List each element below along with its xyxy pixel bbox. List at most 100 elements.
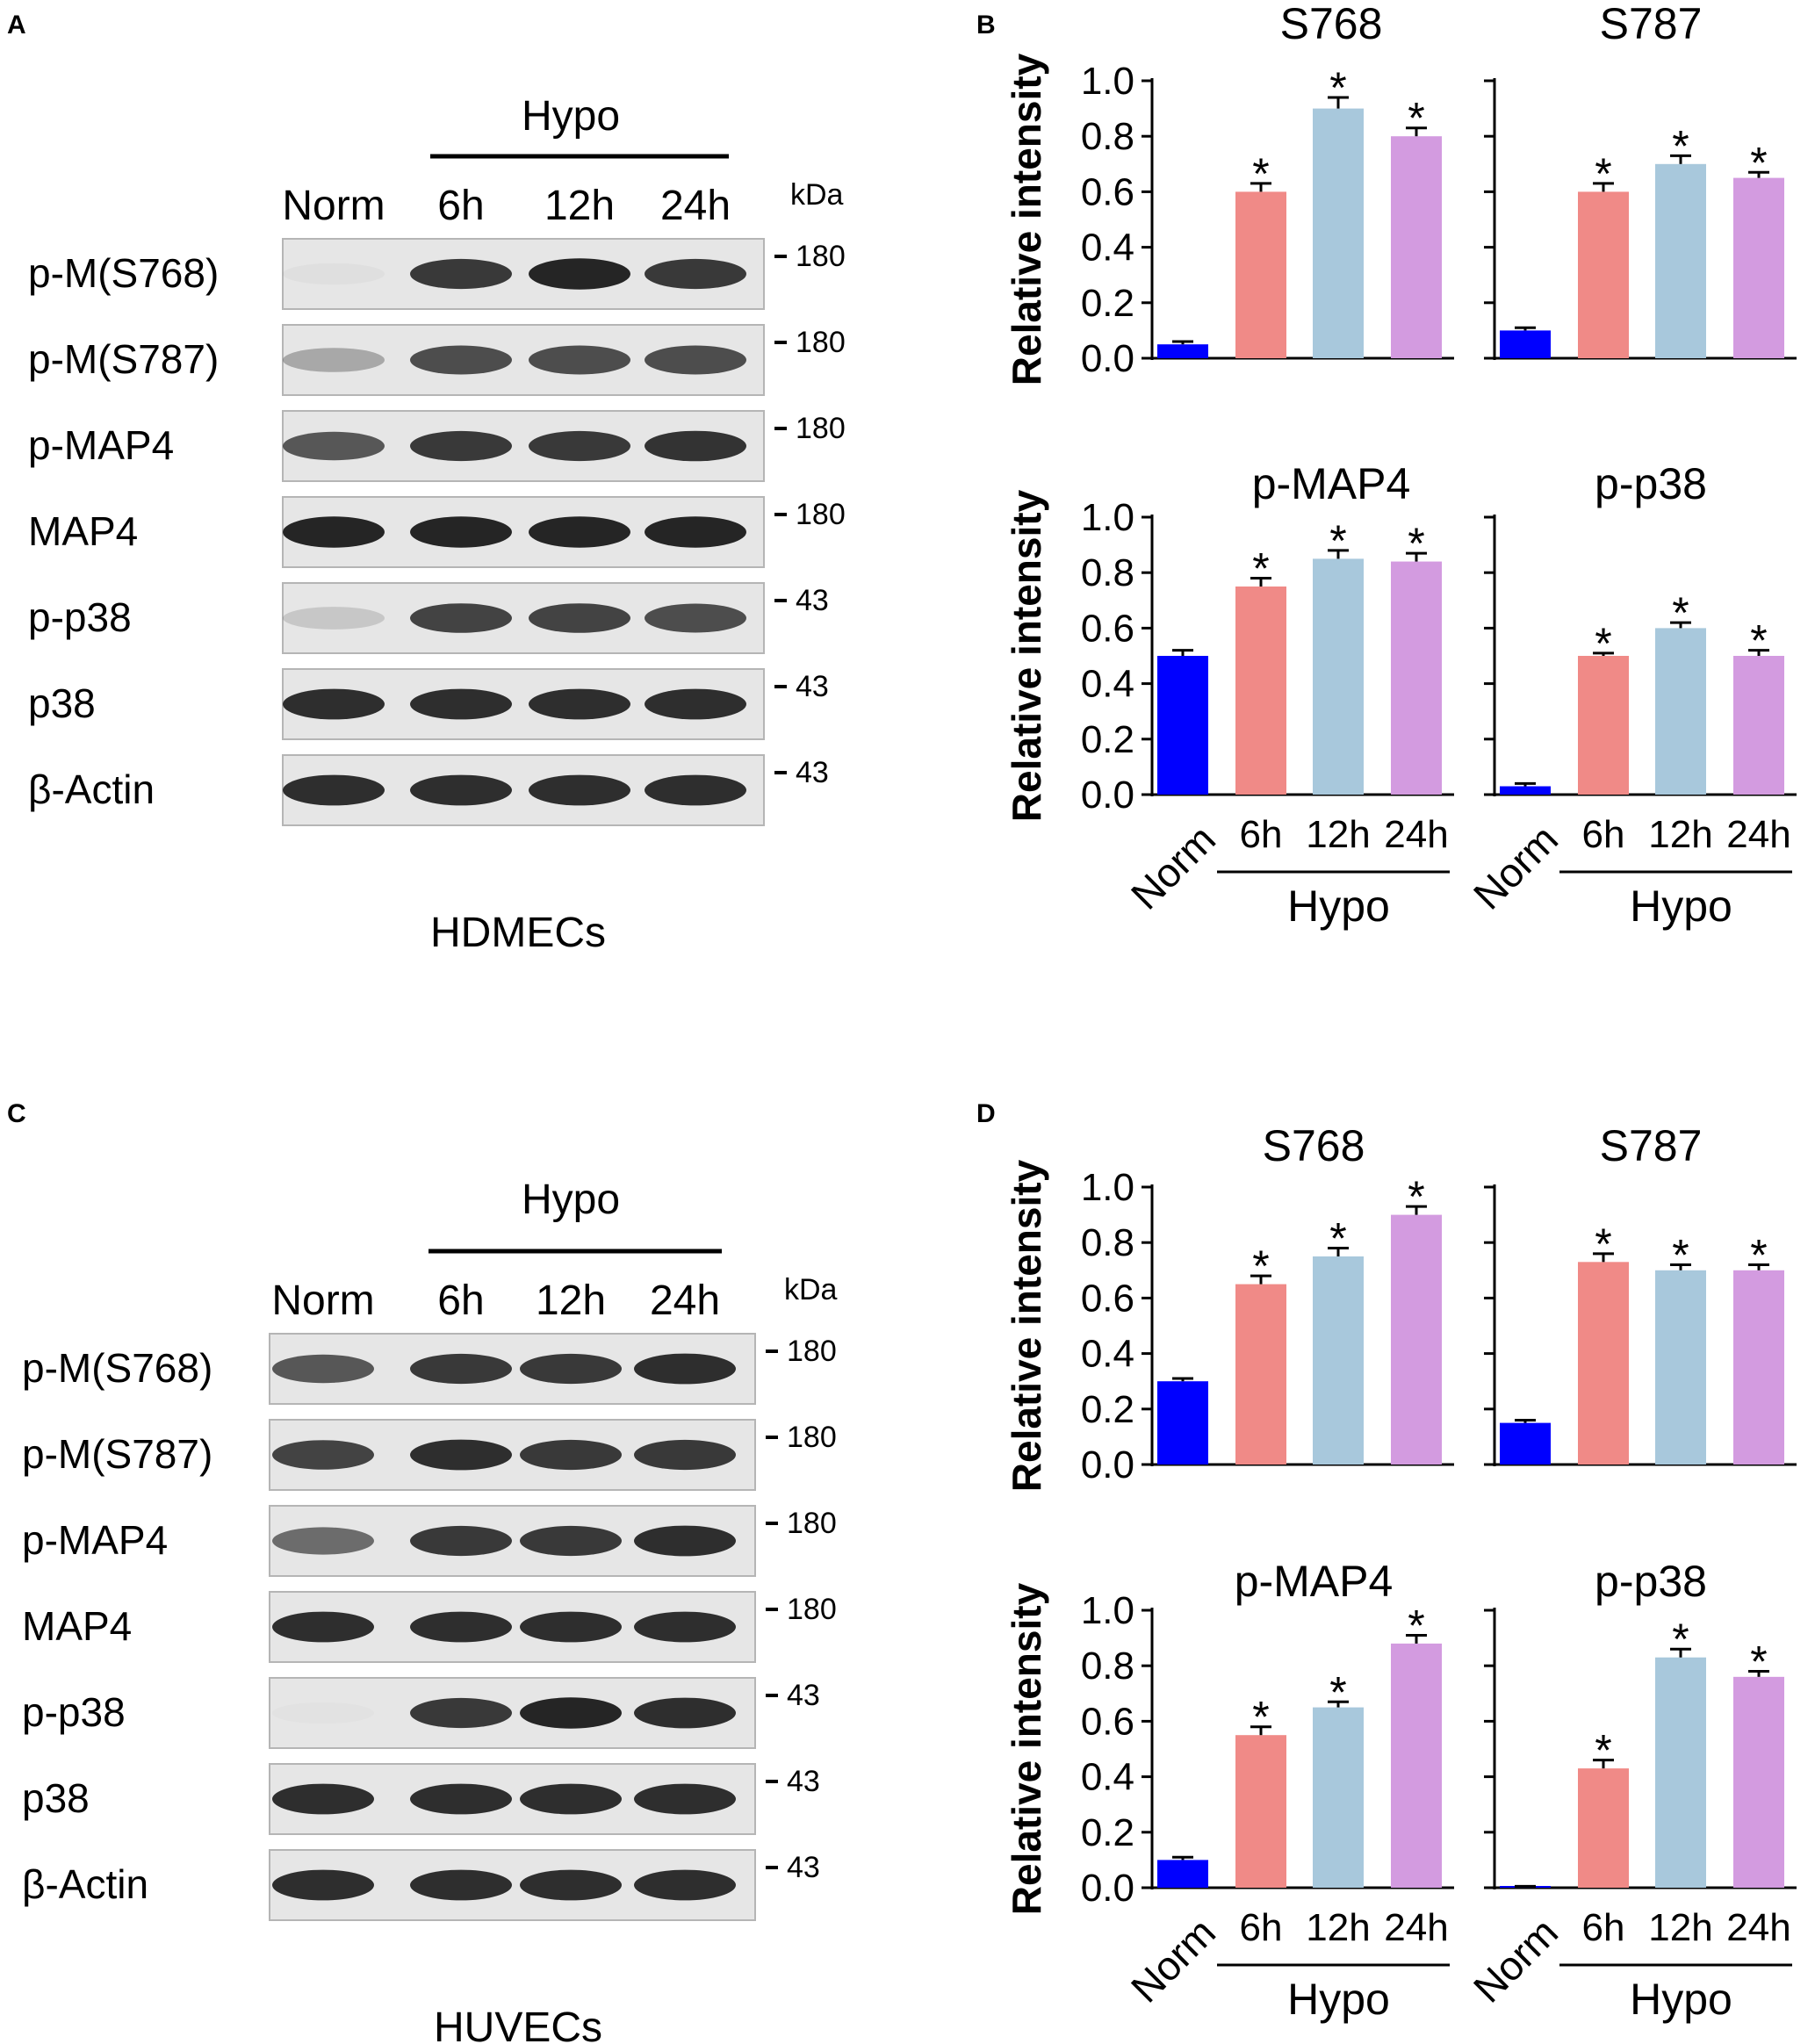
y-tick-label: 1.0 [1081,1589,1134,1632]
significance-marker: * [1408,1172,1424,1221]
blot-unit-label: kDa [790,178,844,212]
blot-row-label: p-p38 [28,594,132,640]
bar [1733,656,1784,795]
group-label: Hypo [1287,1975,1390,2024]
chart-b-s787: S787 * * * [1484,0,1797,360]
y-tick-label: 0.8 [1081,115,1134,158]
y-tick-label: 0.6 [1081,1700,1134,1743]
bar [1500,330,1551,358]
blot-row-label: p-p38 [22,1689,126,1735]
bar [1391,561,1442,795]
significance-marker: * [1672,1615,1689,1664]
blot-band [410,345,512,375]
blot-band [410,1439,512,1471]
significance-marker: * [1750,616,1767,666]
panel-label-d: D [976,1099,996,1128]
significance-marker: * [1672,588,1689,637]
blot-band [529,688,630,720]
x-tick-label: 12h [1648,1906,1712,1949]
blot-row: p-M(S768) 180 [22,1333,837,1405]
y-axis-label: Relative intensity [1004,489,1049,822]
bar [1733,177,1784,358]
blot-band [645,430,746,462]
blot-band [272,1527,374,1555]
blot-lane-label: 12h [536,1278,606,1324]
blot-marker-label: 180 [787,1507,837,1540]
blot-band [410,430,512,462]
x-tick-label: 24h [1726,1906,1790,1949]
blot-marker-label: 180 [787,1421,837,1454]
blot-row-label: β-Actin [28,766,155,812]
group-label: Hypo [1630,1975,1732,2024]
blot-lane-label: 6h [437,1278,484,1324]
blot-marker-label: 180 [796,326,846,359]
blot-band [634,1783,736,1815]
chart-title: p-MAP4 [1252,459,1411,508]
x-tick-label: 6h [1582,1906,1625,1949]
blot-band [283,263,385,284]
y-tick-label: 0.2 [1081,282,1134,325]
significance-marker: * [1750,1230,1767,1279]
x-tick-label: 6h [1240,813,1283,856]
blot-band [520,1869,622,1901]
significance-marker: * [1329,516,1346,565]
x-tick-label: 24h [1726,813,1790,856]
blot-band [272,1354,374,1384]
bar [1655,628,1706,795]
bar [1391,1214,1442,1465]
blot-band [272,1783,374,1815]
blot-marker-label: 180 [796,498,846,531]
blot-band [520,1525,622,1557]
blot-group-label: Hypo [522,1177,620,1223]
blot-row: p-M(S787) 180 [22,1419,837,1491]
blot-band [283,431,385,461]
blot-band [283,607,385,630]
blot-band [529,774,630,806]
y-tick-label: 0.0 [1081,1867,1134,1910]
chart-title: S787 [1600,1121,1703,1170]
blot-row: p-M(S787) 180 [28,324,846,396]
chart-b-p-p38: p-p38 * * * Norm 6h 12h 24h Hypo [1465,459,1797,931]
y-tick-label: 0.2 [1081,1388,1134,1431]
blot-row-label: p-MAP4 [28,422,174,468]
blot-marker-label: 43 [796,670,829,703]
y-tick-label: 0.6 [1081,170,1134,213]
x-tick-label: 24h [1384,813,1448,856]
blot-band [410,1697,512,1729]
y-tick-label: 0.0 [1081,1443,1134,1486]
bar [1157,1860,1208,1888]
blot-row: p-p38 43 [22,1677,820,1749]
blot-marker-label: 180 [796,412,846,445]
blot-band [410,258,512,290]
chart-title: p-p38 [1595,1557,1707,1606]
blot-band [634,1611,736,1643]
blot-row-label: p-M(S787) [22,1431,212,1477]
bar [1655,1270,1706,1465]
x-tick-label: 12h [1306,1906,1370,1949]
blot-lane-label: 24h [650,1278,720,1324]
chart-d-p-p38: p-p38 * * * Norm 6h 12h 24h Hypo [1465,1557,1797,2024]
bar [1235,1284,1286,1465]
significance-marker: * [1595,1220,1611,1269]
bar [1655,1657,1706,1888]
blot-row-label: p-MAP4 [22,1517,168,1563]
blot-unit-label: kDa [784,1273,838,1306]
blot-row: p38 43 [28,668,829,740]
blot-band [645,345,746,375]
y-tick-label: 1.0 [1081,1166,1134,1209]
blot-band [634,1869,736,1901]
blot-lane-label: Norm [282,183,385,229]
blot-band [529,516,630,548]
blot-row: p38 43 [22,1763,820,1835]
blot-lane-label: 6h [437,183,484,229]
blot-band [283,516,385,548]
y-axis-label: Relative intensity [1004,53,1049,385]
bar [1313,1707,1364,1888]
y-tick-label: 0.8 [1081,1645,1134,1688]
blot-band [520,1353,622,1385]
x-tick-label: 6h [1582,813,1625,856]
bar [1578,1262,1629,1465]
blot-row: p-p38 43 [28,582,829,654]
